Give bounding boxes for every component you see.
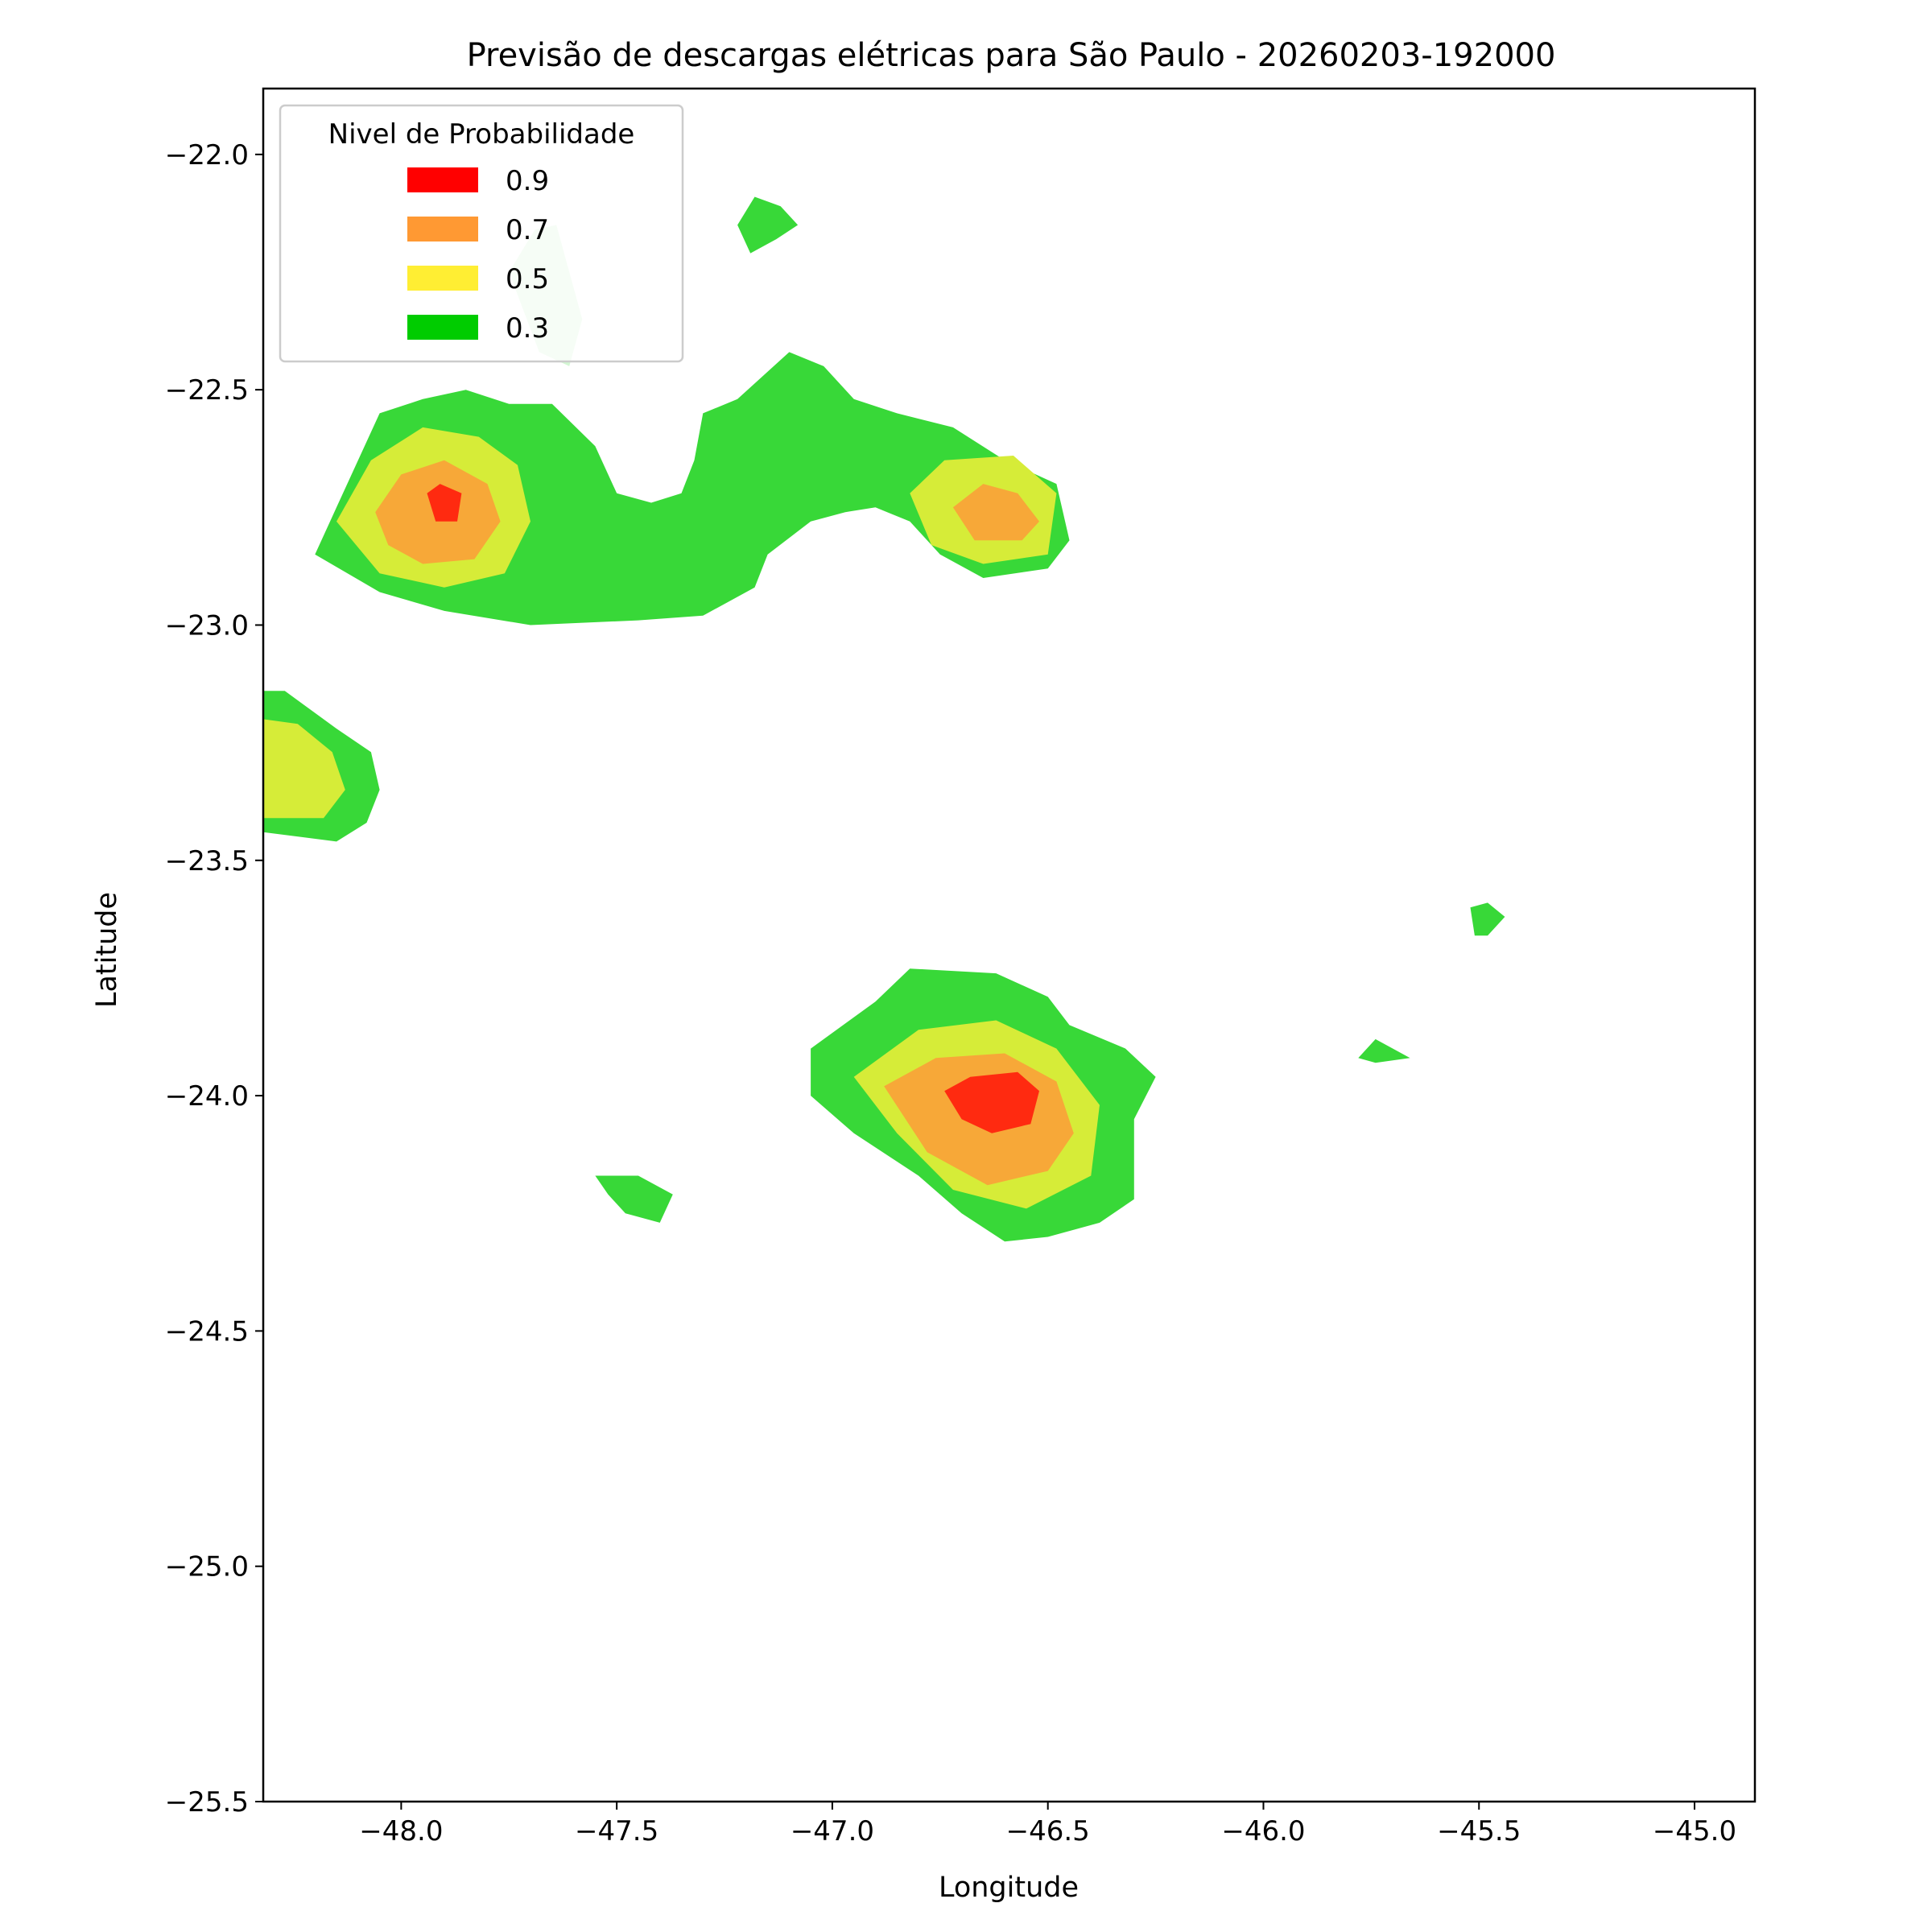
x-tick-label: −47.0: [791, 1815, 874, 1847]
contour-region-west-core: [263, 719, 345, 819]
contour-region-south-small-patch: [595, 1175, 673, 1223]
y-tick-label: −23.0: [165, 609, 249, 642]
x-axis: −48.0 −47.5 −47.0 −46.5 −46.0 −45.5 −45.0: [359, 1802, 1736, 1847]
legend-label: 0.5: [506, 263, 549, 295]
legend-swatch: [407, 217, 478, 242]
contour-region-north-patch: [737, 196, 799, 254]
x-tick-label: −45.5: [1437, 1815, 1521, 1847]
y-tick-label: −22.0: [165, 139, 249, 171]
y-tick-label: −24.5: [165, 1315, 249, 1348]
plot-frame: [262, 87, 1757, 1803]
legend-swatch: [407, 266, 478, 291]
x-tick-label: −46.0: [1221, 1815, 1305, 1847]
y-tick-label: −24.0: [165, 1080, 249, 1113]
contour-region-northwest-core-peak: [427, 484, 462, 522]
contour-region-south-core-peak: [944, 1071, 1039, 1133]
legend-title: Nivel de Probabilidade: [328, 118, 635, 151]
contour-region-northeast-core-high: [952, 484, 1039, 541]
legend-label: 0.9: [506, 165, 549, 197]
plot-area: [263, 196, 1505, 1242]
legend-label: 0.7: [506, 214, 549, 246]
legend: Nivel de Probabilidade 0.9 0.7 0.5 0.3: [279, 104, 684, 363]
y-axis-label: Latitude: [91, 892, 123, 1008]
contour-region-east-patch-b: [1470, 902, 1505, 936]
legend-swatch: [407, 167, 478, 192]
y-tick-label: −25.5: [165, 1786, 249, 1818]
y-axis: −22.0 −22.5 −23.0 −23.5 −24.0 −24.5 −25.0 −25.5: [165, 139, 263, 1818]
y-tick-label: −23.5: [165, 845, 249, 877]
x-tick-label: −47.5: [575, 1815, 658, 1847]
chart-title: Previsão de descargas elétricas para São…: [467, 37, 1556, 74]
y-tick-label: −22.5: [165, 374, 249, 407]
contour-regions: [263, 196, 1505, 1242]
legend-entries: 0.9 0.7 0.5 0.3: [407, 165, 549, 345]
y-tick-label: −25.0: [165, 1551, 249, 1583]
x-tick-label: −48.0: [359, 1815, 443, 1847]
x-axis-label: Longitude: [939, 1872, 1079, 1904]
legend-label: 0.3: [506, 312, 549, 345]
x-tick-label: −45.0: [1653, 1815, 1736, 1847]
x-tick-label: −46.5: [1006, 1815, 1090, 1847]
legend-box: [279, 104, 684, 363]
contour-region-east-patch-a: [1358, 1038, 1410, 1063]
legend-swatch: [407, 315, 478, 340]
